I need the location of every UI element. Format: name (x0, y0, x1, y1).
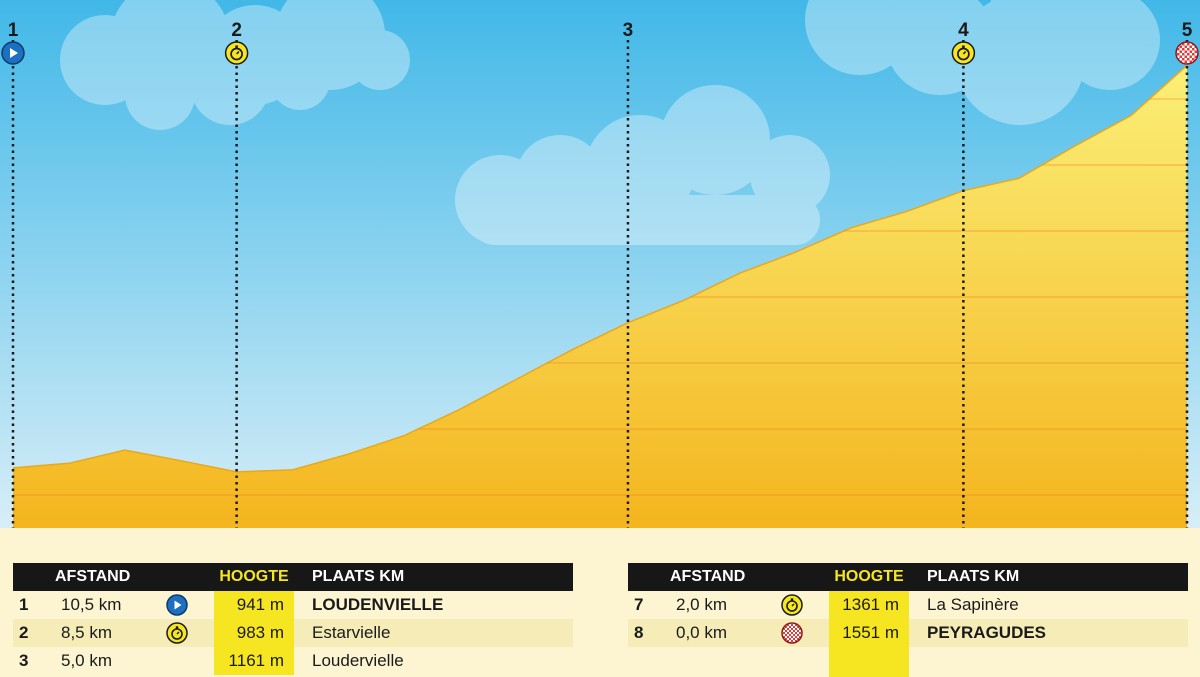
row-place: LOUDENVIELLE (312, 595, 444, 614)
row-distance: 8,5 km (61, 623, 113, 642)
waypoint-marker: 1 (1, 20, 25, 528)
stopwatch-icon (951, 41, 976, 65)
row-distance: 2,0 km (676, 595, 728, 614)
row-number: 3 (19, 651, 29, 670)
finish-flag-icon (1175, 41, 1199, 65)
clouds-decoration (60, 0, 1160, 245)
row-distance: 5,0 km (61, 651, 113, 670)
row-distance: 0,0 km (676, 623, 728, 642)
start-icon (1, 41, 25, 65)
waypoints-table-right: AFSTAND HOOGTE PLAATS KM 7 2,0 km 1361 m… (628, 563, 1188, 677)
waypoint-marker: 2 (224, 20, 249, 528)
row-altitude: 983 m (214, 619, 294, 647)
waypoint-markers: 1 2 3 4 5 (1, 20, 1199, 528)
waypoints-table-left: AFSTAND HOOGTE PLAATS KM 1 10,5 km 941 m… (13, 563, 573, 675)
waypoint-label: 5 (1182, 20, 1193, 41)
table-header: AFSTAND HOOGTE PLAATS KM (13, 563, 573, 591)
header-place: PLAATS KM (312, 568, 405, 585)
table-row: 1 10,5 km 941 m LOUDENVIELLE (13, 591, 573, 619)
waypoint-marker: 4 (951, 20, 976, 528)
row-place: Loudervielle (312, 651, 404, 670)
start-icon (166, 594, 188, 616)
table-header: AFSTAND HOOGTE PLAATS KM (628, 563, 1188, 591)
header-altitude: HOOGTE (219, 568, 289, 585)
waypoint-label: 4 (958, 20, 969, 41)
elevation-line (12, 64, 1188, 473)
elevation-profile-chart: 1 2 3 4 5 (0, 0, 1200, 529)
header-place: PLAATS KM (927, 568, 1020, 585)
row-number: 1 (19, 595, 29, 614)
row-number: 2 (19, 623, 29, 642)
table-row: 2 8,5 km 983 m Estarvielle (13, 619, 573, 647)
waypoint-marker: 5 (1175, 20, 1199, 528)
row-number: 7 (634, 595, 644, 614)
finish-flag-icon (781, 622, 803, 644)
altitude-column-filler (829, 647, 909, 677)
table-row: 8 0,0 km 1551 m PEYRAGUDES (628, 619, 1188, 647)
waypoint-label: 1 (8, 20, 19, 41)
stopwatch-icon (781, 594, 803, 616)
row-number: 8 (634, 623, 644, 642)
waypoint-marker: 3 (623, 20, 634, 528)
row-place: PEYRAGUDES (927, 623, 1047, 642)
header-distance: AFSTAND (55, 568, 131, 585)
row-distance: 10,5 km (61, 595, 122, 614)
table-row: 3 5,0 km 1161 m Loudervielle (13, 647, 573, 675)
elevation-area-fill (13, 65, 1187, 529)
stopwatch-icon (166, 622, 188, 644)
row-altitude: 1361 m (829, 591, 909, 619)
row-place: Estarvielle (312, 623, 391, 642)
stopwatch-icon (224, 41, 249, 65)
waypoint-label: 2 (231, 20, 242, 41)
table-row: 7 2,0 km 1361 m La Sapinère (628, 591, 1188, 619)
row-altitude: 1551 m (829, 619, 909, 647)
waypoint-label: 3 (623, 20, 634, 41)
row-altitude: 1161 m (214, 647, 294, 675)
elevation-area (12, 64, 1188, 529)
row-altitude: 941 m (214, 591, 294, 619)
header-altitude: HOOGTE (834, 568, 904, 585)
row-place: La Sapinère (927, 595, 1019, 614)
header-distance: AFSTAND (670, 568, 746, 585)
